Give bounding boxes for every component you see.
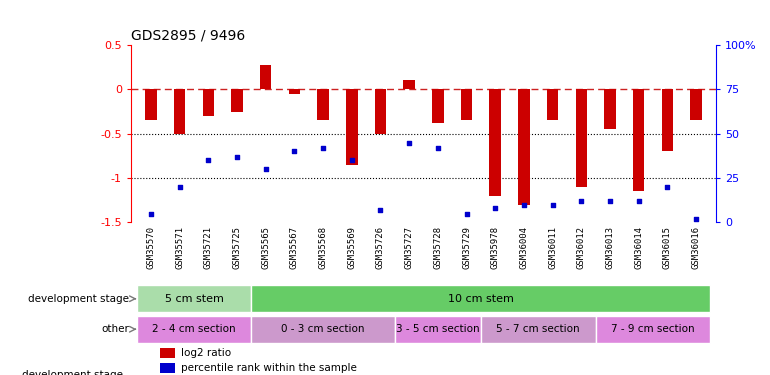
Text: 5 cm stem: 5 cm stem bbox=[165, 294, 223, 304]
Point bbox=[489, 205, 501, 211]
Text: GSM36011: GSM36011 bbox=[548, 225, 557, 268]
Text: log2 ratio: log2 ratio bbox=[181, 348, 231, 358]
Text: GSM36015: GSM36015 bbox=[663, 225, 672, 268]
Point bbox=[432, 145, 444, 151]
Bar bbox=[690, 89, 701, 120]
Text: GSM36012: GSM36012 bbox=[577, 225, 586, 268]
Point bbox=[661, 184, 674, 190]
Bar bbox=[490, 89, 501, 196]
Bar bbox=[432, 89, 444, 123]
Point bbox=[374, 207, 387, 213]
Text: GSM35726: GSM35726 bbox=[376, 225, 385, 268]
Point bbox=[203, 158, 215, 164]
Bar bbox=[460, 89, 472, 120]
Bar bbox=[604, 89, 616, 129]
Text: 10 cm stem: 10 cm stem bbox=[448, 294, 514, 304]
Bar bbox=[260, 64, 272, 89]
Bar bbox=[575, 89, 587, 187]
Point bbox=[173, 184, 186, 190]
Text: GSM35728: GSM35728 bbox=[434, 225, 442, 268]
Point bbox=[575, 198, 588, 204]
Bar bbox=[403, 81, 415, 89]
Point bbox=[403, 140, 415, 146]
Bar bbox=[160, 363, 175, 374]
Bar bbox=[146, 89, 157, 120]
FancyBboxPatch shape bbox=[136, 315, 251, 343]
Text: GSM36013: GSM36013 bbox=[605, 225, 614, 268]
Point bbox=[632, 198, 644, 204]
Point bbox=[604, 198, 616, 204]
Text: percentile rank within the sample: percentile rank within the sample bbox=[181, 363, 357, 373]
Point bbox=[288, 148, 300, 154]
Text: GSM35571: GSM35571 bbox=[175, 225, 184, 268]
Text: 7 - 9 cm section: 7 - 9 cm section bbox=[611, 324, 695, 334]
Text: GSM35725: GSM35725 bbox=[233, 225, 242, 268]
Bar bbox=[289, 89, 300, 94]
Text: GSM36016: GSM36016 bbox=[691, 225, 701, 268]
Text: GSM35729: GSM35729 bbox=[462, 225, 471, 268]
Text: development stage: development stage bbox=[28, 294, 129, 304]
Bar bbox=[203, 89, 214, 116]
Text: 0 - 3 cm section: 0 - 3 cm section bbox=[281, 324, 365, 334]
Text: GSM35570: GSM35570 bbox=[146, 225, 156, 268]
FancyBboxPatch shape bbox=[596, 315, 711, 343]
Text: 3 - 5 cm section: 3 - 5 cm section bbox=[396, 324, 480, 334]
FancyBboxPatch shape bbox=[251, 285, 711, 312]
Text: 2 - 4 cm section: 2 - 4 cm section bbox=[152, 324, 236, 334]
Point bbox=[231, 154, 243, 160]
Point bbox=[145, 211, 157, 217]
FancyBboxPatch shape bbox=[481, 315, 596, 343]
Text: GSM35568: GSM35568 bbox=[319, 225, 327, 268]
Text: GSM35569: GSM35569 bbox=[347, 225, 357, 268]
Text: 5 - 7 cm section: 5 - 7 cm section bbox=[497, 324, 580, 334]
Text: GDS2895 / 9496: GDS2895 / 9496 bbox=[131, 28, 245, 42]
Text: development stage: development stage bbox=[22, 370, 123, 375]
Point bbox=[259, 166, 272, 172]
Bar bbox=[160, 348, 175, 358]
Bar bbox=[375, 89, 387, 134]
Bar bbox=[346, 89, 357, 165]
FancyBboxPatch shape bbox=[136, 285, 251, 312]
Text: GSM35721: GSM35721 bbox=[204, 225, 213, 268]
Point bbox=[690, 216, 702, 222]
FancyBboxPatch shape bbox=[251, 315, 395, 343]
Text: other: other bbox=[102, 324, 129, 334]
Bar bbox=[317, 89, 329, 120]
Bar bbox=[518, 89, 530, 205]
Point bbox=[547, 202, 559, 208]
Text: GSM35978: GSM35978 bbox=[490, 225, 500, 268]
Text: GSM36014: GSM36014 bbox=[634, 225, 643, 268]
Text: GSM35565: GSM35565 bbox=[261, 225, 270, 268]
Bar bbox=[174, 89, 186, 134]
Bar bbox=[661, 89, 673, 152]
Text: GSM35727: GSM35727 bbox=[405, 225, 413, 268]
Bar bbox=[633, 89, 644, 191]
Bar bbox=[547, 89, 558, 120]
Point bbox=[460, 211, 473, 217]
Point bbox=[517, 202, 530, 208]
FancyBboxPatch shape bbox=[395, 315, 481, 343]
Point bbox=[317, 145, 330, 151]
Bar bbox=[231, 89, 243, 111]
Point bbox=[346, 158, 358, 164]
Text: GSM36004: GSM36004 bbox=[520, 225, 528, 268]
Text: GSM35567: GSM35567 bbox=[290, 225, 299, 268]
